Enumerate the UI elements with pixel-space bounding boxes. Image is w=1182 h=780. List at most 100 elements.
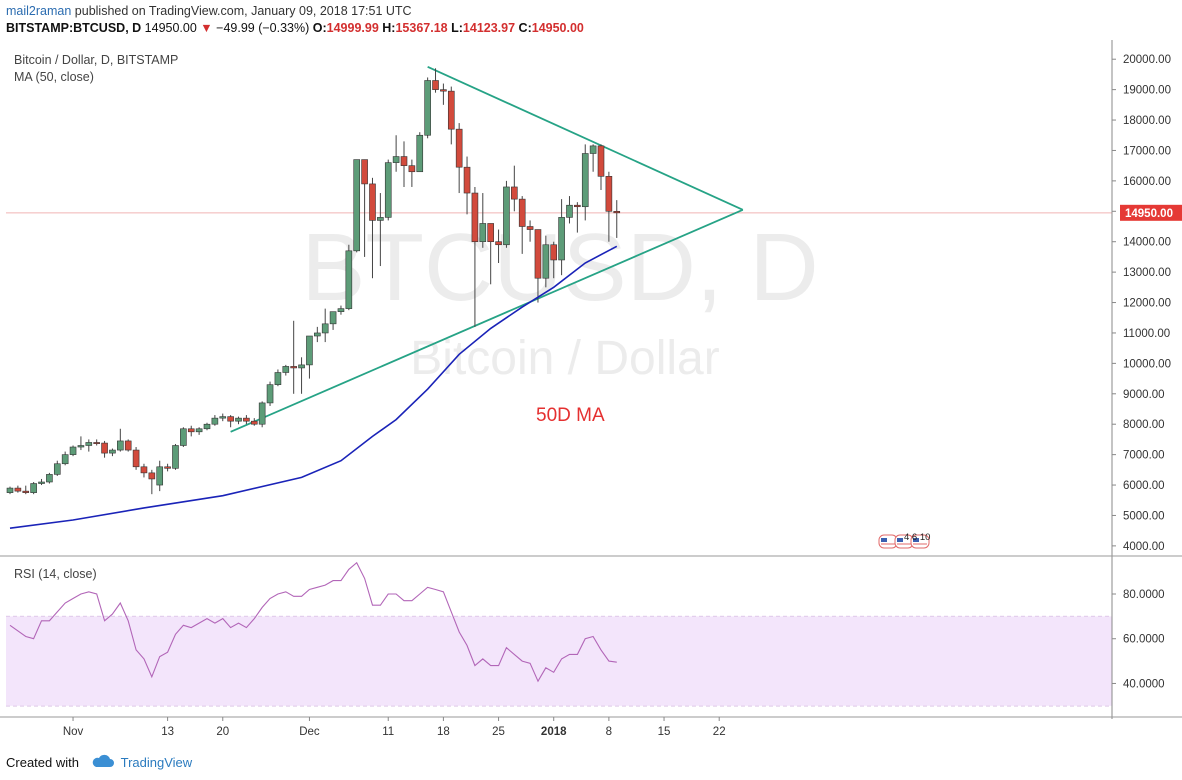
watermark-description: Bitcoin / Dollar bbox=[410, 332, 719, 385]
candle bbox=[424, 77, 431, 139]
candle bbox=[597, 144, 605, 190]
candles bbox=[6, 68, 621, 495]
main-pane-title: Bitcoin / Dollar, D, BITSTAMP bbox=[14, 53, 178, 67]
price-tick-label: 20000.00 bbox=[1123, 54, 1171, 66]
event-flag-canton bbox=[897, 538, 903, 542]
price-chart[interactable]: BTCUSD, D Bitcoin / Dollar 20000.0019000… bbox=[0, 40, 1182, 745]
candle bbox=[227, 415, 234, 428]
candle-body bbox=[589, 145, 597, 154]
candle bbox=[574, 202, 581, 233]
candle bbox=[392, 135, 400, 172]
candle bbox=[566, 196, 573, 224]
candle bbox=[329, 311, 337, 330]
candle-body bbox=[369, 183, 376, 221]
symbol-label: BITSTAMP:BTCUSD, D bbox=[6, 21, 142, 35]
candle bbox=[290, 320, 297, 394]
price-tick-label: 4000.00 bbox=[1123, 541, 1165, 553]
candle-body bbox=[605, 176, 613, 212]
author-link[interactable]: mail2raman bbox=[6, 4, 72, 18]
candle-body bbox=[61, 454, 69, 465]
candle bbox=[487, 223, 494, 285]
candle bbox=[369, 177, 376, 279]
candle-body bbox=[187, 428, 195, 433]
time-axis[interactable]: Nov 13 20 Dec 11 18 25 2018 8 15 22 bbox=[63, 717, 726, 738]
candle bbox=[46, 472, 53, 484]
candle-body bbox=[408, 165, 416, 173]
published-text: published on TradingView.com, January 09… bbox=[74, 4, 412, 18]
candle bbox=[581, 144, 589, 221]
ma-annotation: 50D MA bbox=[536, 405, 605, 426]
rsi-tick-label: 60.0000 bbox=[1123, 634, 1165, 646]
candle bbox=[282, 364, 290, 376]
candle-body bbox=[550, 244, 558, 261]
time-tick-label: 8 bbox=[606, 726, 612, 738]
candle bbox=[77, 436, 85, 451]
candle bbox=[211, 415, 219, 426]
candle bbox=[314, 326, 321, 343]
candle-body bbox=[479, 223, 487, 243]
candle-body bbox=[503, 186, 510, 246]
candle-body bbox=[180, 428, 187, 446]
candle-body bbox=[274, 372, 282, 385]
price-tag-label: 14950.00 bbox=[1125, 208, 1173, 220]
rsi-axis[interactable]: 80.0000 60.0000 40.0000 bbox=[1112, 589, 1165, 690]
candle bbox=[235, 416, 242, 425]
rsi-band bbox=[6, 616, 1112, 706]
tradingview-brand[interactable]: TradingView bbox=[120, 755, 193, 770]
time-tick-label: 25 bbox=[492, 726, 505, 738]
time-tick-label: 22 bbox=[713, 726, 726, 738]
candle-body bbox=[140, 466, 148, 474]
publish-line: mail2raman published on TradingView.com,… bbox=[6, 3, 1176, 20]
axes bbox=[0, 40, 1182, 719]
candle bbox=[542, 235, 550, 288]
events-badge[interactable]: 4 6 10 bbox=[878, 532, 930, 549]
ma-line bbox=[9, 245, 618, 529]
price-tick-label: 7000.00 bbox=[1123, 450, 1165, 462]
candle bbox=[6, 486, 14, 495]
high-label: H: bbox=[382, 21, 396, 35]
candle bbox=[432, 68, 439, 93]
ma-legend: MA (50, close) bbox=[14, 70, 94, 84]
price-tick-label: 19000.00 bbox=[1123, 85, 1171, 97]
events-count-label: 4 6 10 bbox=[904, 532, 930, 543]
candle-body bbox=[566, 204, 573, 218]
candle-body bbox=[471, 192, 479, 243]
price-tick-label: 10000.00 bbox=[1123, 358, 1171, 370]
candle-body bbox=[132, 449, 140, 468]
trendlines[interactable] bbox=[230, 65, 744, 433]
down-triangle-icon: ▼ bbox=[200, 21, 213, 35]
candle-body bbox=[117, 440, 124, 451]
price-axis[interactable]: 20000.00 19000.00 18000.00 17000.00 16000.00… bbox=[1112, 54, 1171, 553]
quote-line: BITSTAMP:BTCUSD, D 14950.00 ▼ −49.99 (−0… bbox=[6, 20, 1176, 37]
candle-body bbox=[440, 89, 447, 92]
moving-average bbox=[9, 245, 618, 529]
candle-body bbox=[235, 417, 242, 422]
candle bbox=[258, 401, 266, 428]
candle-body bbox=[46, 474, 53, 483]
candle-body bbox=[597, 145, 605, 177]
candle bbox=[132, 447, 140, 470]
candle-body bbox=[53, 463, 61, 475]
candle-body bbox=[447, 90, 455, 130]
candle-body bbox=[518, 198, 526, 227]
candle-body bbox=[6, 487, 14, 493]
price-tag-box bbox=[1120, 204, 1182, 221]
candle-body bbox=[511, 186, 518, 200]
candle bbox=[345, 244, 353, 311]
candle-body bbox=[314, 332, 321, 337]
candle-body bbox=[203, 423, 211, 430]
candle bbox=[203, 422, 211, 431]
price-tick-label: 16000.00 bbox=[1123, 176, 1171, 188]
candle-body bbox=[85, 442, 93, 446]
candle bbox=[337, 305, 345, 315]
candle-body bbox=[266, 384, 274, 404]
candle-body bbox=[487, 223, 494, 243]
candle bbox=[117, 428, 124, 452]
price-tick-label: 18000.00 bbox=[1123, 115, 1171, 127]
candle bbox=[69, 445, 77, 457]
candle-body bbox=[93, 442, 100, 444]
candle-body bbox=[337, 308, 345, 312]
candle bbox=[503, 180, 510, 248]
candle bbox=[306, 335, 313, 379]
candle bbox=[416, 132, 424, 173]
